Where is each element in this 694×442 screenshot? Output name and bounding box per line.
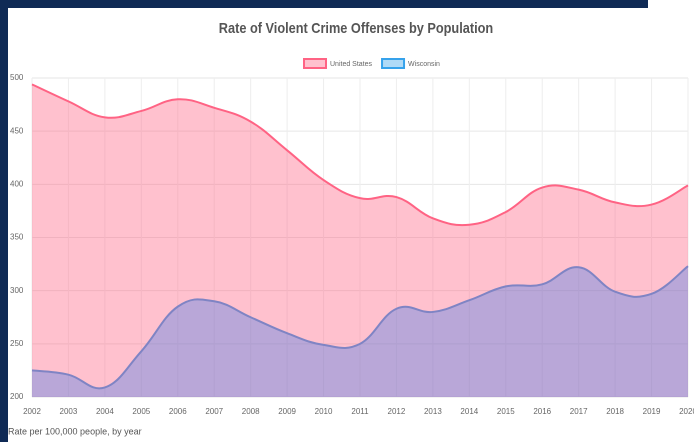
x-tick-label: 2012 [388,407,406,416]
x-tick-label: 2011 [351,407,369,416]
x-tick-label: 2006 [169,407,187,416]
y-tick-label: 400 [10,179,24,188]
x-tick-label: 2010 [315,407,333,416]
y-tick-label: 300 [10,286,24,295]
line [31,265,689,390]
chart-background [8,8,694,442]
x-tick-label: 2009 [278,407,296,416]
y-tick-label: 450 [10,126,24,135]
legend-swatch [303,58,327,69]
x-tick-label: 2016 [533,407,551,416]
x-tick-label: 2003 [60,407,78,416]
x-tick-label: 2014 [460,407,478,416]
y-tick-label: 350 [10,233,24,242]
x-tick-label: 2015 [497,407,515,416]
x-tick-label: 2004 [96,407,114,416]
x-tick-label: 2008 [242,407,260,416]
legend-label: Wisconsin [408,61,440,68]
x-tick-label: 2007 [205,407,223,416]
area [32,84,688,397]
x-tick-label: 2005 [132,407,150,416]
x-tick-label: 2020 [679,407,694,416]
chart-title: Rate of Violent Crime Offenses by Popula… [219,19,493,36]
x-tick-label: 2019 [643,407,661,416]
area [32,266,688,397]
legend-label: United States [330,61,373,68]
y-tick-label: 250 [10,339,24,348]
x-tick-label: 2013 [424,407,442,416]
x-tick-label: 2018 [606,407,624,416]
corner-patch [648,0,694,8]
axis-caption: Rate per 100,000 people, by year [8,426,142,436]
x-tick-label: 2002 [23,407,41,416]
y-tick-label: 200 [10,392,24,401]
legend-swatch [381,58,406,69]
line [31,83,689,227]
x-tick-label: 2017 [570,407,588,416]
y-tick-label: 500 [10,73,24,82]
